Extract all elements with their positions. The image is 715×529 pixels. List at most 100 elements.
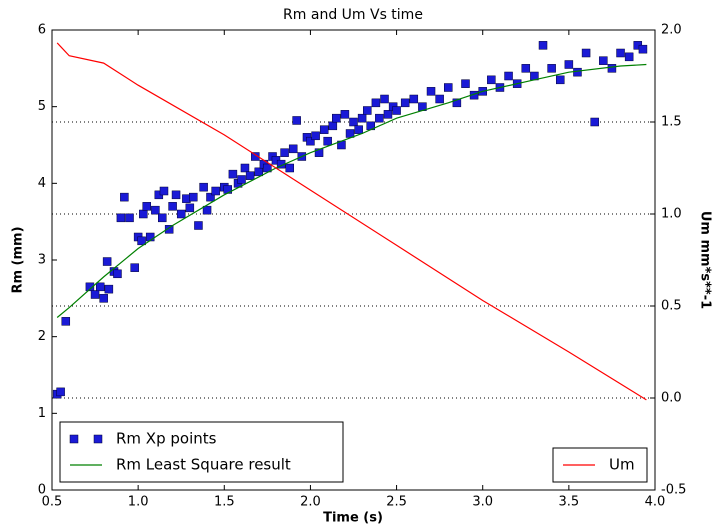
scatter-point [206, 192, 215, 202]
scatter-point [245, 171, 255, 180]
x-tick-label: 3.5 [559, 495, 580, 510]
scatter-point [151, 205, 160, 215]
legend-label: Rm Least Square result [116, 456, 291, 474]
scatter-point [332, 113, 341, 123]
scatter-point [176, 209, 186, 219]
x-axis-label: Time (s) [323, 511, 383, 526]
scatter-point [102, 257, 112, 266]
scatter-point [354, 125, 363, 134]
y-tick-label: 2 [38, 329, 46, 344]
scatter-point [237, 175, 246, 184]
chart-title: Rm and Um Vs time [283, 7, 423, 23]
y-tick-label: 5 [38, 99, 46, 114]
scatter-point [116, 213, 126, 223]
y2-tick-label: 1.0 [661, 207, 682, 222]
scatter-point [158, 213, 167, 223]
scatter-point [311, 131, 320, 141]
scatter-point [323, 136, 332, 146]
scatter-point [383, 110, 393, 119]
scatter-point [487, 75, 496, 85]
scatter-point [444, 83, 453, 92]
x-tick-label: 1.5 [214, 495, 235, 510]
legend-label: Um [609, 456, 635, 474]
scatter-point [392, 106, 401, 115]
scatter-point [547, 64, 556, 73]
scatter-point [590, 117, 599, 127]
scatter-point [380, 94, 389, 104]
x-tick-label: 4.0 [645, 495, 666, 510]
scatter-point [616, 48, 625, 58]
scatter-point [240, 163, 250, 173]
x-tick-label: 3.0 [472, 495, 493, 510]
scatter-point [199, 182, 208, 192]
scatter-point [371, 98, 381, 108]
scatter-point [452, 98, 462, 108]
scatter-point [120, 192, 129, 202]
scatter-point [564, 60, 574, 69]
x-tick-label: 0.5 [42, 495, 63, 510]
scatter-point [624, 52, 634, 62]
scatter-point [504, 71, 513, 81]
scatter-point [349, 117, 358, 127]
y2-tick-label: 1.5 [661, 115, 682, 130]
scatter-point [142, 202, 152, 211]
scatter-point [189, 192, 198, 202]
scatter-point [85, 282, 95, 292]
scatter-point [357, 113, 367, 123]
scatter-point [607, 64, 617, 73]
scatter-point [202, 205, 212, 215]
y-tick-label: 4 [38, 176, 46, 191]
scatter-point [435, 94, 444, 104]
y-tick-label: 0 [38, 483, 46, 498]
legend-box [59, 421, 344, 483]
scatter-point [228, 169, 238, 179]
legend-marker [93, 434, 103, 444]
scatter-point [306, 136, 315, 146]
scatter-point [95, 282, 105, 292]
scatter-point [159, 186, 169, 196]
y2-tick-label: -0.5 [661, 483, 686, 498]
scatter-point [251, 152, 260, 161]
scatter-point [61, 317, 71, 326]
y-tick-label: 3 [38, 253, 46, 268]
scatter-point [340, 110, 350, 119]
scatter-point [581, 48, 591, 58]
x-tick-label: 2.0 [300, 495, 321, 510]
line [56, 63, 647, 318]
scatter-point [254, 167, 263, 177]
scatter-point [461, 79, 470, 88]
scatter-point [171, 190, 181, 200]
y-axis-label: Rm (mm) [11, 226, 26, 293]
scatter-point [104, 284, 114, 294]
scatter-point [130, 263, 139, 272]
y2-tick-label: 2.0 [661, 23, 682, 38]
scatter-point [280, 148, 289, 157]
scatter-point [409, 94, 419, 104]
scatter-point [56, 387, 65, 397]
scatter-point [599, 56, 608, 65]
scatter-point [319, 125, 329, 134]
scatter-point [573, 67, 582, 77]
y2-axis-label: Um mm*s**-1 [698, 211, 713, 309]
scatter-point [538, 41, 548, 50]
y2-tick-label: 0.0 [661, 391, 682, 406]
scatter-point [328, 121, 338, 131]
scatter-point [285, 163, 295, 173]
scatter-point [194, 221, 203, 230]
y2-tick-label: 0.5 [661, 299, 682, 314]
scatter-point [292, 116, 301, 125]
scatter-point [555, 75, 565, 85]
y-tick-label: 6 [38, 23, 46, 38]
legend-label: Rm Xp points [116, 430, 217, 448]
scatter-point [139, 209, 148, 219]
scatter-point [113, 269, 122, 279]
scatter-point [99, 294, 108, 303]
scatter-point [137, 236, 146, 246]
scatter-point [211, 186, 220, 196]
x-tick-label: 1.0 [128, 495, 149, 510]
scatter-point [638, 44, 648, 54]
scatter-point [185, 203, 195, 213]
scatter-point [521, 64, 531, 73]
y-tick-label: 1 [38, 406, 46, 421]
